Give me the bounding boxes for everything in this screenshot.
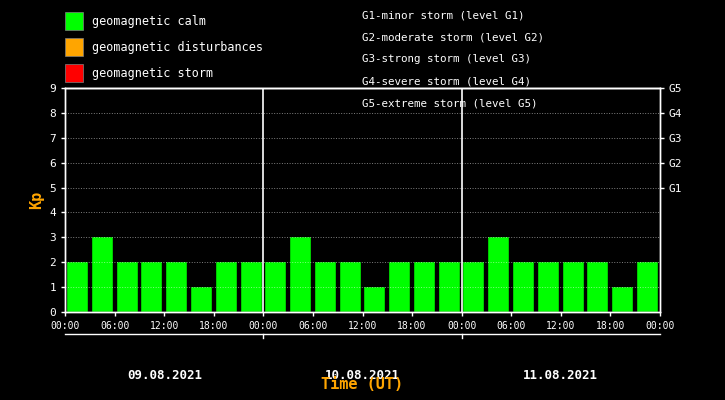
Bar — [117, 262, 138, 312]
Bar — [587, 262, 608, 312]
Bar — [463, 262, 484, 312]
Text: 11.08.2021: 11.08.2021 — [523, 369, 598, 382]
Text: geomagnetic disturbances: geomagnetic disturbances — [92, 40, 263, 54]
Bar — [241, 262, 262, 312]
Bar — [563, 262, 584, 312]
Text: geomagnetic storm: geomagnetic storm — [92, 66, 213, 80]
Text: G2-moderate storm (level G2): G2-moderate storm (level G2) — [362, 32, 544, 42]
Bar — [513, 262, 534, 312]
Bar — [265, 262, 286, 312]
Bar — [488, 237, 509, 312]
Bar — [637, 262, 658, 312]
Bar — [538, 262, 559, 312]
Bar — [414, 262, 435, 312]
Bar — [191, 287, 212, 312]
Bar — [389, 262, 410, 312]
Bar — [439, 262, 460, 312]
Text: G3-strong storm (level G3): G3-strong storm (level G3) — [362, 54, 531, 64]
Text: 09.08.2021: 09.08.2021 — [127, 369, 202, 382]
Bar — [365, 287, 386, 312]
Bar — [92, 237, 113, 312]
Text: Time (UT): Time (UT) — [321, 377, 404, 392]
Text: geomagnetic calm: geomagnetic calm — [92, 14, 206, 28]
Y-axis label: Kp: Kp — [29, 191, 44, 209]
Text: 10.08.2021: 10.08.2021 — [325, 369, 400, 382]
Bar — [290, 237, 311, 312]
Text: G4-severe storm (level G4): G4-severe storm (level G4) — [362, 76, 531, 86]
Bar — [166, 262, 187, 312]
Bar — [141, 262, 162, 312]
Bar — [315, 262, 336, 312]
Bar — [612, 287, 633, 312]
Bar — [339, 262, 360, 312]
Bar — [216, 262, 237, 312]
Text: G5-extreme storm (level G5): G5-extreme storm (level G5) — [362, 98, 538, 108]
Text: G1-minor storm (level G1): G1-minor storm (level G1) — [362, 10, 525, 20]
Bar — [67, 262, 88, 312]
